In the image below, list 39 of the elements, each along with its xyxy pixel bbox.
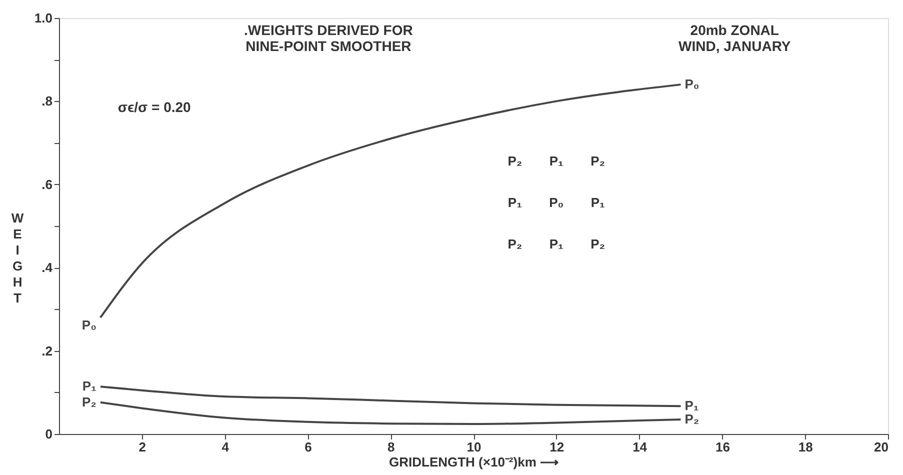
y-axis-title: WEIGHT [11, 210, 24, 306]
annotation: P₁ [549, 236, 564, 252]
y-tick-label: .4 [42, 260, 54, 276]
x-tick-label: 8 [387, 440, 395, 454]
annotation: .WEIGHTS DERIVED FOR NINE-POINT SMOOTHER [244, 22, 413, 54]
x-tick-label: 6 [304, 440, 312, 454]
y-tick-label: .8 [42, 94, 52, 109]
y-tick-label: .2 [42, 343, 52, 358]
annotation: P₁ [549, 154, 564, 169]
annotation: P₂ [590, 154, 606, 169]
text: P₂ [684, 411, 700, 426]
line-series [99, 386, 682, 408]
line-series [99, 401, 682, 426]
annotation: P₂ [590, 236, 606, 252]
y-tick-label: 1.0 [34, 10, 52, 26]
x-tick-label: 20 [874, 440, 888, 454]
annotation: σϵ/σ = 0.20 [118, 99, 192, 116]
y-tick-label: 0 [45, 426, 52, 442]
x-tick-label: 10 [466, 440, 482, 454]
series-label: P₁ [82, 378, 96, 394]
line-series [99, 84, 682, 319]
annotation: P₁ [590, 195, 605, 210]
annotation: P₂ [508, 236, 522, 252]
annotation: P₂ [508, 154, 522, 169]
annotation: 20mb ZONAL WIND, JANUARY [678, 22, 792, 54]
series-label: P₂ [82, 394, 97, 410]
text: P₀ [684, 76, 700, 92]
x-tick-label: 14 [632, 440, 648, 454]
text: P₁ [684, 398, 699, 414]
x-tick-label: 4 [222, 440, 230, 454]
annotation: P₀ [549, 195, 564, 210]
x-tick-label: 12 [550, 440, 564, 454]
series-label: P₀ [82, 318, 97, 333]
x-tick-label: 2 [138, 440, 146, 454]
x-tick-label: 18 [798, 440, 813, 454]
y-tick-label: .6 [42, 176, 52, 192]
x-tick-label: 16 [715, 440, 730, 454]
x-axis-title: GRIDLENGTH (×10⁻²)km ⟶ [389, 454, 559, 470]
annotation: P₁ [508, 195, 522, 210]
